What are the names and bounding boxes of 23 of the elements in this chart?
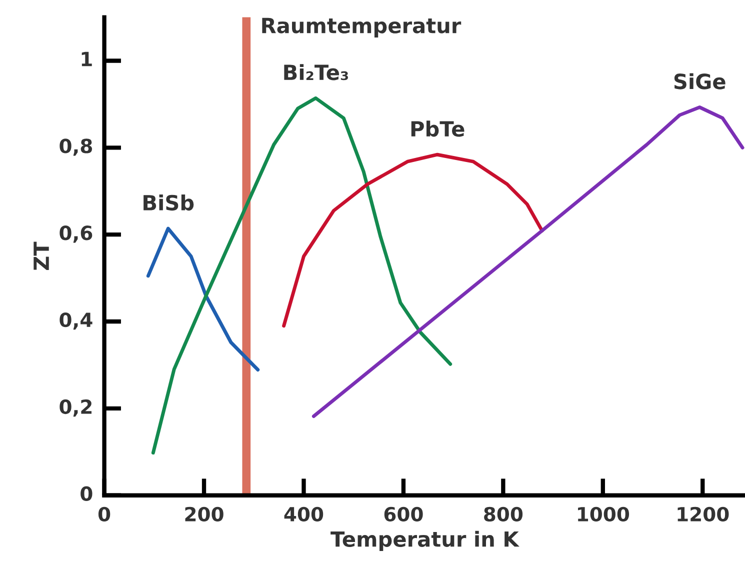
x-tick-label: 1000 [578, 506, 630, 522]
line-series [312, 106, 744, 418]
y-tick-label: 0,8 [60, 138, 92, 156]
series-label: BiSb [144, 194, 194, 211]
ref-line-label: Raumtemperatur [262, 18, 462, 38]
y-tick-label: 0,6 [60, 226, 92, 243]
y-tick-label: 0,2 [60, 399, 92, 417]
series-label: Bi₂Te₃ [284, 64, 348, 80]
x-tick-label: 0 [98, 506, 110, 522]
y-tick-label: 0 [80, 486, 92, 501]
series-label: PbTe [411, 120, 464, 137]
x-axis-title: Temperatur in K [330, 530, 520, 552]
x-tick-label: 400 [284, 506, 324, 522]
x-tick-label: 600 [384, 506, 423, 522]
series-label: SiGe [674, 73, 726, 90]
x-tick-label: 800 [484, 506, 523, 522]
y-tick-label: 0,4 [60, 312, 92, 330]
y-axis-title: ZT [34, 242, 49, 270]
y-tick-label: 1 [82, 52, 92, 66]
line-series [146, 226, 260, 372]
x-tick-label: 1200 [678, 506, 729, 522]
x-tick-label: 200 [185, 506, 224, 522]
line-series [282, 152, 544, 328]
